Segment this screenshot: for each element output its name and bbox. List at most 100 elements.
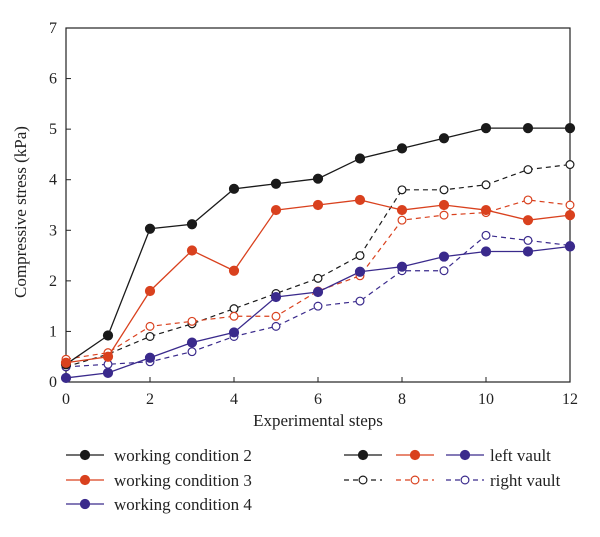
legend-marker [357, 449, 369, 461]
data-point [355, 296, 365, 306]
x-tick-label: 10 [478, 391, 494, 408]
x-tick-label: 2 [146, 391, 154, 408]
data-point [439, 185, 449, 195]
data-point [354, 266, 366, 277]
legend-marker [358, 475, 368, 485]
data-point [564, 241, 576, 252]
series-line [65, 234, 571, 368]
data-point [102, 330, 114, 341]
data-point [438, 133, 450, 144]
y-tick-label: 2 [49, 273, 57, 290]
y-tick-label: 4 [49, 172, 57, 189]
data-point [271, 311, 281, 321]
data-point [186, 337, 198, 348]
legend-label: working condition 4 [114, 495, 252, 514]
data-point [145, 331, 155, 341]
data-point [144, 352, 156, 363]
legend-item-condition-3: working condition 3 [66, 471, 252, 490]
series-condition-4-right-vault [61, 230, 575, 372]
legend-item-right-vault: right vault [344, 471, 561, 490]
legend-marker [459, 449, 471, 461]
series-line [65, 245, 571, 379]
data-point [186, 219, 198, 230]
data-point [522, 123, 534, 134]
data-point [480, 123, 492, 134]
data-point [396, 143, 408, 154]
data-point [187, 316, 197, 326]
data-point [439, 266, 449, 276]
legend-marker [79, 498, 91, 510]
legend-marker [460, 475, 470, 485]
y-tick-label: 6 [49, 71, 57, 88]
data-point [102, 367, 114, 378]
series-line [65, 163, 571, 368]
data-point [312, 286, 324, 298]
data-point [565, 160, 575, 170]
data-point [481, 180, 491, 190]
data-point [481, 230, 491, 240]
y-tick-label: 5 [49, 121, 57, 138]
data-point [60, 372, 72, 384]
legend-marker [79, 474, 91, 486]
series-line [65, 127, 570, 365]
data-point [438, 251, 450, 262]
y-axis-ticks: 0 1 2 3 4 5 6 7 [49, 20, 71, 391]
data-point [270, 291, 282, 303]
y-tick-label: 7 [49, 20, 57, 37]
data-point [186, 245, 198, 256]
data-point [355, 251, 365, 261]
x-tick-label: 4 [230, 391, 238, 408]
data-point [523, 235, 533, 245]
data-point [229, 311, 239, 321]
data-point [354, 194, 366, 206]
series-condition-2-left-vault [60, 123, 576, 370]
legend-label: right vault [490, 471, 561, 490]
data-point [522, 246, 534, 257]
data-point [144, 223, 156, 234]
data-point [354, 153, 366, 164]
data-point [187, 347, 197, 357]
data-point [228, 265, 240, 276]
series-condition-3-left-vault [60, 194, 576, 368]
data-point [312, 199, 324, 211]
y-tick-label: 1 [49, 323, 57, 340]
legend-label: left vault [490, 446, 551, 465]
data-point [145, 321, 155, 331]
data-point [270, 178, 282, 189]
data-point [229, 304, 239, 314]
legend-marker [79, 449, 91, 461]
legend-item-condition-2: working condition 2 [66, 446, 252, 465]
data-point [313, 273, 323, 283]
data-point [313, 301, 323, 311]
data-point [522, 215, 534, 226]
data-point [396, 261, 408, 272]
data-point [396, 204, 408, 216]
legend-label: working condition 3 [114, 471, 252, 490]
data-point [397, 185, 407, 195]
legend: working condition 2 working condition 3 wo… [66, 446, 561, 514]
data-point [270, 204, 282, 216]
data-point [60, 357, 72, 368]
data-point [438, 199, 450, 211]
data-point [523, 195, 533, 205]
series-condition-4-left-vault [60, 241, 576, 384]
data-point [480, 204, 492, 216]
legend-marker [409, 449, 421, 461]
data-point [564, 210, 576, 221]
x-tick-label: 8 [398, 391, 406, 408]
data-point [102, 351, 114, 362]
data-point [565, 200, 575, 210]
x-tick-label: 12 [562, 391, 578, 408]
series-condition-2-right-vault [61, 160, 575, 372]
series-layer [60, 123, 576, 384]
legend-item-condition-4: working condition 4 [66, 495, 252, 514]
y-tick-label: 3 [49, 222, 57, 239]
x-axis-title: Experimental steps [253, 411, 383, 430]
x-tick-label: 6 [314, 391, 322, 408]
data-point [523, 165, 533, 175]
legend-marker [410, 475, 420, 485]
data-point [228, 183, 240, 194]
data-point [397, 215, 407, 225]
data-point [564, 123, 576, 134]
